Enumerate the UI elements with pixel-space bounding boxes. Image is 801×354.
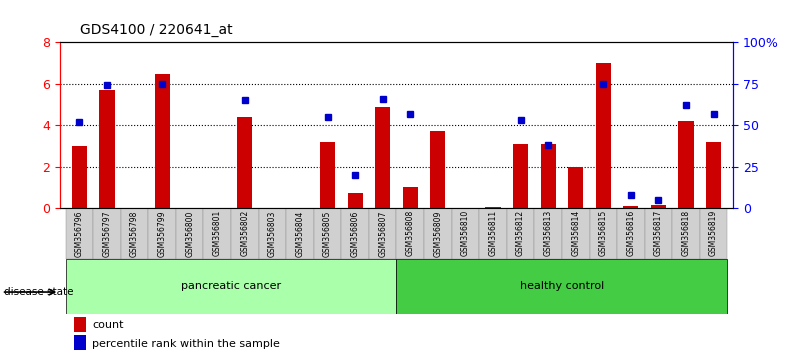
Bar: [320, 142, 335, 208]
Text: GSM356807: GSM356807: [378, 210, 387, 257]
Text: GSM356813: GSM356813: [544, 210, 553, 257]
Bar: [121, 208, 148, 259]
Bar: [678, 121, 694, 208]
Bar: [485, 207, 501, 208]
Bar: [93, 208, 121, 259]
Text: GSM356799: GSM356799: [158, 210, 167, 257]
Text: GSM356797: GSM356797: [103, 210, 111, 257]
Bar: [99, 90, 115, 208]
Text: GSM356800: GSM356800: [185, 210, 194, 257]
Bar: [623, 206, 638, 208]
Bar: [72, 146, 87, 208]
Bar: [700, 208, 727, 259]
Text: count: count: [92, 320, 124, 330]
Text: GSM356819: GSM356819: [709, 210, 718, 257]
Bar: [375, 107, 390, 208]
Bar: [259, 208, 286, 259]
Text: GSM356802: GSM356802: [240, 210, 249, 257]
Bar: [403, 187, 418, 208]
Bar: [314, 208, 341, 259]
Bar: [651, 205, 666, 208]
Bar: [617, 208, 645, 259]
Bar: [590, 208, 617, 259]
Text: GDS4100 / 220641_at: GDS4100 / 220641_at: [80, 23, 233, 37]
Text: GSM356814: GSM356814: [571, 210, 580, 257]
Bar: [396, 259, 727, 314]
Bar: [596, 63, 611, 208]
Bar: [66, 259, 396, 314]
Text: percentile rank within the sample: percentile rank within the sample: [92, 339, 280, 349]
Bar: [237, 117, 252, 208]
Bar: [562, 208, 590, 259]
Text: GSM356816: GSM356816: [626, 210, 635, 257]
Bar: [286, 208, 314, 259]
Bar: [396, 208, 424, 259]
Text: GSM356812: GSM356812: [516, 210, 525, 256]
Text: GSM356809: GSM356809: [433, 210, 442, 257]
Bar: [74, 335, 86, 350]
Text: GSM356805: GSM356805: [323, 210, 332, 257]
Bar: [513, 144, 528, 208]
Text: pancreatic cancer: pancreatic cancer: [181, 281, 281, 291]
Text: GSM356817: GSM356817: [654, 210, 663, 257]
Bar: [672, 208, 700, 259]
Text: GSM356818: GSM356818: [682, 210, 690, 256]
Text: GSM356804: GSM356804: [296, 210, 304, 257]
Text: GSM356801: GSM356801: [213, 210, 222, 257]
Bar: [534, 208, 562, 259]
Bar: [369, 208, 396, 259]
Bar: [541, 144, 556, 208]
Bar: [74, 317, 86, 332]
Bar: [452, 208, 479, 259]
Text: disease state: disease state: [4, 287, 74, 297]
Bar: [479, 208, 507, 259]
Bar: [203, 208, 231, 259]
Text: GSM356806: GSM356806: [351, 210, 360, 257]
Bar: [66, 208, 93, 259]
Bar: [341, 208, 369, 259]
Text: GSM356810: GSM356810: [461, 210, 470, 257]
Text: GSM356811: GSM356811: [489, 210, 497, 256]
Bar: [507, 208, 534, 259]
Bar: [348, 193, 363, 208]
Text: healthy control: healthy control: [520, 281, 604, 291]
Bar: [430, 131, 445, 208]
Bar: [148, 208, 176, 259]
Text: GSM356808: GSM356808: [406, 210, 415, 257]
Bar: [706, 142, 721, 208]
Text: GSM356815: GSM356815: [599, 210, 608, 257]
Bar: [176, 208, 203, 259]
Bar: [645, 208, 672, 259]
Text: GSM356796: GSM356796: [74, 210, 84, 257]
Bar: [424, 208, 452, 259]
Bar: [155, 74, 170, 208]
Bar: [231, 208, 259, 259]
Text: GSM356803: GSM356803: [268, 210, 277, 257]
Text: GSM356798: GSM356798: [130, 210, 139, 257]
Bar: [568, 167, 583, 208]
